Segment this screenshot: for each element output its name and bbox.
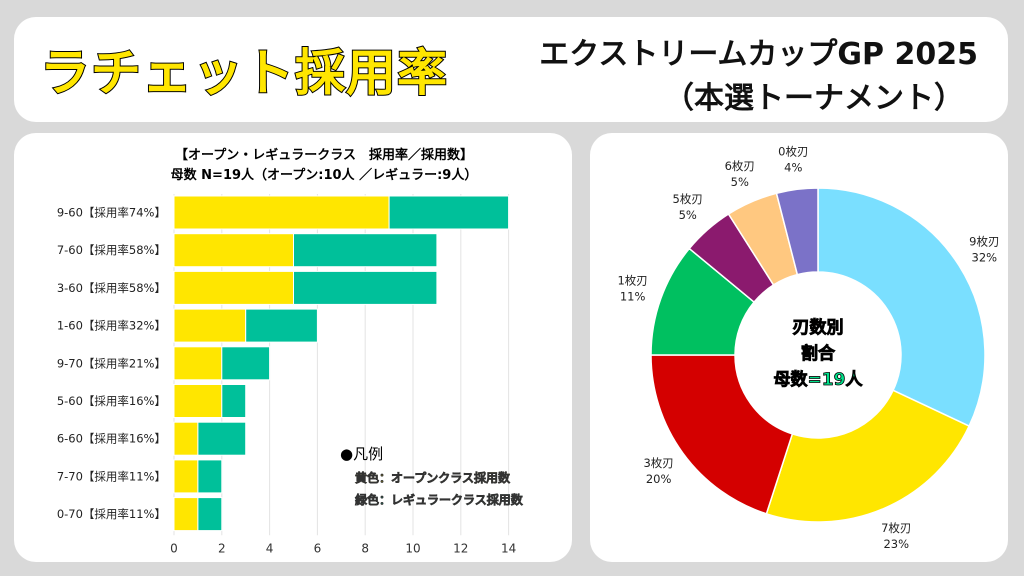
bar-segment-open (173, 421, 199, 456)
category-label: 9-60【採用率74%】 (57, 206, 166, 220)
donut-chart-panel: 9枚刃 32% 7枚刃 23% 3枚刃 20% 1枚刃 11% 5枚刃 5% 6枚刃 5% 0枚刃 4% … (590, 133, 1008, 562)
bar-chart-panel: 【オープン・レギュラークラス 採用率／採用数】 母数 N=19人（オープン:10… (14, 133, 572, 562)
bar-segment-open (173, 308, 247, 343)
slice-label: 5枚刃 (673, 192, 703, 206)
slice-label: 1枚刃 (617, 273, 647, 287)
center-text-1: 刃数別 (793, 317, 844, 338)
bar-segment-open (173, 346, 223, 381)
bar-chart-title: 【オープン・レギュラークラス 採用率／採用数】 (175, 147, 473, 163)
x-tick-label: 8 (361, 541, 369, 555)
x-tick-label: 2 (218, 541, 226, 555)
x-tick-label: 12 (453, 541, 468, 555)
bar-segment-regular (221, 384, 247, 418)
x-tick-label: 10 (405, 541, 420, 555)
page-title: ラチェット採用率 (39, 43, 448, 103)
bar-segment-regular (293, 233, 438, 268)
bar-segment-open (173, 459, 199, 494)
bar-segment-regular (245, 308, 318, 343)
slice-percent: 11% (620, 289, 646, 303)
center-text-3: 母数=19人 (774, 369, 864, 390)
bar-segment-regular (197, 459, 223, 494)
donut-chart: 9枚刃32%7枚刃23%3枚刃20%1枚刃11%5枚刃5%6枚刃5%0枚刃4% … (617, 145, 999, 551)
x-tick-label: 14 (501, 541, 516, 555)
legend-item-regular: 緑色：レギュラークラス採用数 (355, 492, 524, 507)
slice-percent: 4% (784, 161, 802, 175)
event-stage: （本選トーナメント） (664, 81, 964, 116)
bar-segment-open (173, 497, 199, 532)
x-tick-label: 6 (314, 541, 322, 555)
slice-label: 6枚刃 (725, 159, 755, 173)
category-label: 6-60【採用率16%】 (57, 432, 166, 446)
bar-segment-open (173, 384, 223, 418)
bar-segment-regular (197, 497, 223, 532)
x-tick-label: 0 (170, 541, 178, 555)
category-label: 3-60【採用率58%】 (57, 281, 166, 295)
slice-percent: 5% (731, 175, 749, 189)
legend-title: ●凡例 (340, 445, 383, 463)
bar-segment-open (173, 233, 294, 268)
category-label: 9-70【採用率21%】 (57, 356, 166, 370)
slice-percent: 5% (679, 208, 697, 222)
category-label: 5-60【採用率16%】 (57, 394, 166, 408)
slice-percent: 32% (972, 250, 998, 264)
bar-segment-regular (221, 346, 271, 381)
bar-segment-regular (388, 195, 510, 230)
slice-label: 0枚刃 (778, 145, 808, 159)
donut-slice (650, 354, 794, 515)
bar-segment-regular (293, 270, 438, 305)
bar-segment-open (173, 195, 390, 230)
donut-slice (765, 389, 971, 523)
slice-label: 3枚刃 (643, 456, 673, 470)
donut-slice (817, 187, 986, 428)
bar-segment-open (173, 270, 294, 305)
bar-chart: 【オープン・レギュラークラス 採用率／採用数】 母数 N=19人（オープン:10… (57, 147, 524, 555)
slice-label: 7枚刃 (881, 521, 911, 535)
category-label: 1-60【採用率32%】 (57, 319, 166, 333)
slice-label: 9枚刃 (969, 234, 999, 248)
event-name: エクストリームカップGP 2025 (539, 37, 978, 72)
header-banner: ラチェット採用率 エクストリームカップGP 2025 （本選トーナメント） (14, 17, 1008, 122)
category-label: 0-70【採用率11%】 (57, 507, 166, 521)
category-label: 7-70【採用率11%】 (57, 469, 166, 483)
legend-item-open: 黄色：オープンクラス採用数 (355, 470, 511, 485)
slice-percent: 20% (646, 472, 672, 486)
center-text-2: 割合 (801, 343, 836, 364)
x-tick-label: 4 (266, 541, 274, 555)
slice-percent: 23% (883, 537, 909, 551)
bar-segment-regular (197, 421, 247, 456)
donut-slice (775, 187, 819, 276)
category-label: 7-60【採用率58%】 (57, 243, 166, 257)
bar-chart-subtitle: 母数 N=19人（オープン:10人 ／レギュラー:9人） (171, 167, 478, 183)
